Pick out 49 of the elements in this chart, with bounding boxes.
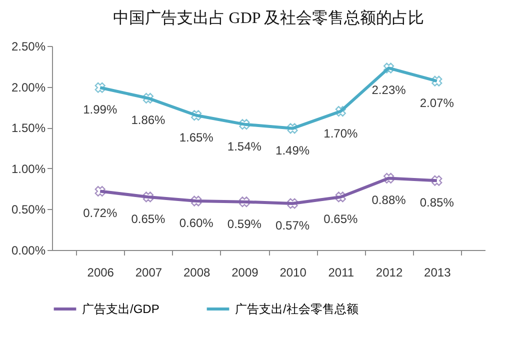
point — [239, 119, 250, 130]
y-tick-label: 2.50% — [11, 40, 46, 54]
point — [94, 82, 106, 93]
y-tick-label: 0.50% — [11, 202, 46, 217]
x-tick-label: 2012 — [376, 266, 403, 280]
legend-label: 广告支出/社会零售总额 — [235, 302, 358, 316]
data-label: 0.65% — [324, 212, 358, 226]
point — [432, 76, 442, 86]
data-label: 0.65% — [131, 212, 166, 226]
point — [383, 172, 394, 184]
data-label: 1.99% — [83, 102, 118, 117]
point — [383, 62, 394, 74]
data-label: 0.72% — [83, 206, 118, 220]
data-label: 1.65% — [179, 130, 214, 144]
y-tick-label: 2.00% — [11, 80, 46, 94]
data-label: 2.07% — [420, 96, 454, 110]
y-tick-label: 0.00% — [11, 244, 46, 258]
point — [142, 192, 154, 202]
point — [287, 198, 298, 209]
point — [287, 123, 298, 134]
x-tick-label: 2008 — [183, 266, 211, 280]
y-tick-label: 1.00% — [11, 162, 46, 176]
data-label: 0.85% — [420, 196, 454, 210]
point — [94, 186, 106, 197]
data-label: 1.49% — [276, 143, 310, 158]
data-label: 1.86% — [131, 113, 166, 128]
data-label: 2.23% — [372, 83, 406, 98]
point — [335, 106, 346, 117]
point — [142, 92, 154, 104]
point — [239, 196, 250, 208]
x-tick-label: 2009 — [232, 266, 259, 280]
data-label: 1.54% — [227, 139, 262, 154]
x-tick-label: 2011 — [328, 266, 354, 280]
data-label: 0.60% — [179, 216, 214, 230]
point — [191, 110, 202, 121]
data-label: 0.59% — [227, 216, 262, 231]
x-tick-label: 2007 — [135, 266, 162, 280]
x-tick-label: 2013 — [424, 266, 452, 280]
x-tick-label: 2010 — [280, 266, 307, 280]
point — [432, 175, 442, 186]
legend-label: 广告支出/GDP — [82, 302, 160, 316]
chart-title: 中国广告支出占 GDP 及社会零售总额的占比 — [112, 9, 424, 27]
point — [335, 192, 346, 202]
x-tick-label: 2006 — [87, 266, 114, 280]
data-label: 1.70% — [324, 126, 358, 140]
point — [191, 196, 202, 206]
data-label: 0.57% — [276, 218, 310, 232]
data-label: 0.88% — [372, 193, 406, 208]
y-tick-label: 1.50% — [11, 121, 46, 136]
